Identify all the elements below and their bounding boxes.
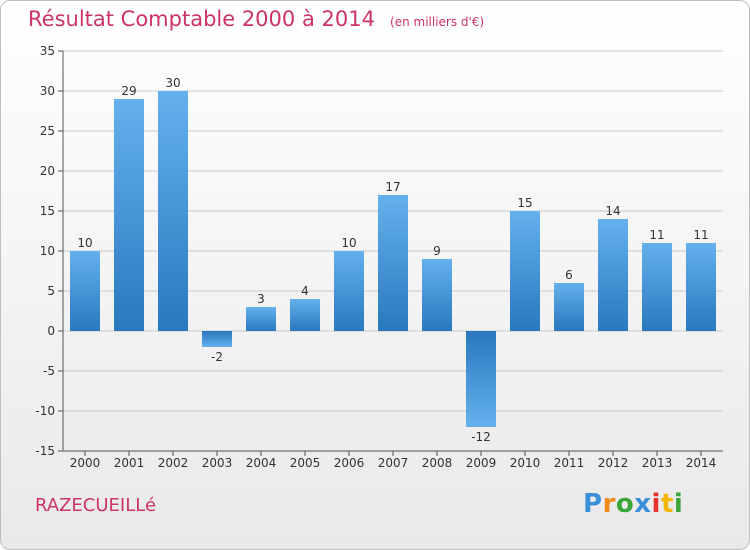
commune-name: RAZECUEILLé	[35, 495, 157, 516]
bar-2003	[202, 331, 232, 347]
y-tick-label: 10	[40, 244, 55, 258]
logo-letter: x	[634, 489, 652, 519]
value-label-2008: 9	[433, 244, 441, 258]
value-label-2010: 15	[517, 196, 532, 210]
x-tick-label-2001: 2001	[114, 456, 145, 470]
y-tick-label: 30	[40, 84, 55, 98]
bar-2012	[598, 219, 628, 331]
logo-letter: r	[602, 489, 616, 519]
value-label-2011: 6	[565, 268, 573, 282]
x-tick-label-2004: 2004	[246, 456, 277, 470]
bar-2007	[378, 195, 408, 331]
x-tick-label-2008: 2008	[422, 456, 453, 470]
value-label-2000: 10	[77, 236, 92, 250]
value-labels: 10 29 30 -2 3 4 10 17 9 -12 15 6 14 11 11	[77, 76, 708, 444]
value-label-2005: 4	[301, 284, 309, 298]
value-label-2002: 30	[165, 76, 180, 90]
y-tick-label: -5	[43, 364, 55, 378]
x-tick-label-2006: 2006	[334, 456, 365, 470]
x-tick-label-2007: 2007	[378, 456, 409, 470]
value-label-2012: 14	[605, 204, 620, 218]
value-label-2006: 10	[341, 236, 356, 250]
bars	[70, 91, 716, 427]
bar-2008	[422, 259, 452, 331]
chart-title: Résultat Comptable 2000 à 2014 (en milli…	[28, 7, 484, 31]
value-label-2001: 29	[121, 84, 136, 98]
bar-2005	[290, 299, 320, 331]
logo-letter: o	[615, 489, 635, 519]
bar-2011	[554, 283, 584, 331]
x-tick-label-2005: 2005	[290, 456, 321, 470]
value-label-2013: 11	[649, 228, 664, 242]
value-label-2014: 11	[693, 228, 708, 242]
bar-2013	[642, 243, 672, 331]
bar-2004	[246, 307, 276, 331]
bar-2010	[510, 211, 540, 331]
y-tick-label: -15	[35, 444, 55, 458]
x-tick-label-2014: 2014	[686, 456, 717, 470]
value-label-2009: -12	[471, 430, 491, 444]
value-label-2007: 17	[385, 180, 400, 194]
bar-2000	[70, 251, 100, 331]
bar-2001	[114, 99, 144, 331]
value-label-2003: -2	[211, 350, 223, 364]
x-tick-label-2003: 2003	[202, 456, 233, 470]
bar-2002	[158, 91, 188, 331]
logo-letter: P	[583, 489, 603, 519]
x-tick-label-2002: 2002	[158, 456, 189, 470]
axes: -15 -10 -5 0 5 10 15 20 25 30 35 2000 2001 2002 2003 20…	[35, 44, 723, 470]
y-tick-label: 15	[40, 204, 55, 218]
x-tick-label-2010: 2010	[510, 456, 541, 470]
y-tick-label: 25	[40, 124, 55, 138]
y-tick-label: 35	[40, 44, 55, 58]
bar-2009	[466, 331, 496, 427]
y-tick-label: 0	[47, 324, 55, 338]
bar-2006	[334, 251, 364, 331]
title-text: Résultat Comptable 2000 à 2014	[28, 7, 375, 31]
value-label-2004: 3	[257, 292, 265, 306]
x-tick-label-2013: 2013	[642, 456, 673, 470]
unit-text: (en milliers d'€)	[390, 15, 485, 29]
logo-letter: i	[651, 489, 661, 519]
bar-2014	[686, 243, 716, 331]
y-tick-label: 20	[40, 164, 55, 178]
logo-letter: i	[673, 489, 684, 519]
x-tick-label-2009: 2009	[466, 456, 497, 470]
logo-letter: t	[660, 489, 674, 519]
y-tick-label: -10	[35, 404, 55, 418]
y-tick-label: 5	[47, 284, 55, 298]
x-tick-label-2000: 2000	[70, 456, 101, 470]
x-tick-label-2012: 2012	[598, 456, 629, 470]
proxiti-logo: Proxiti	[583, 489, 683, 519]
x-tick-label-2011: 2011	[554, 456, 585, 470]
